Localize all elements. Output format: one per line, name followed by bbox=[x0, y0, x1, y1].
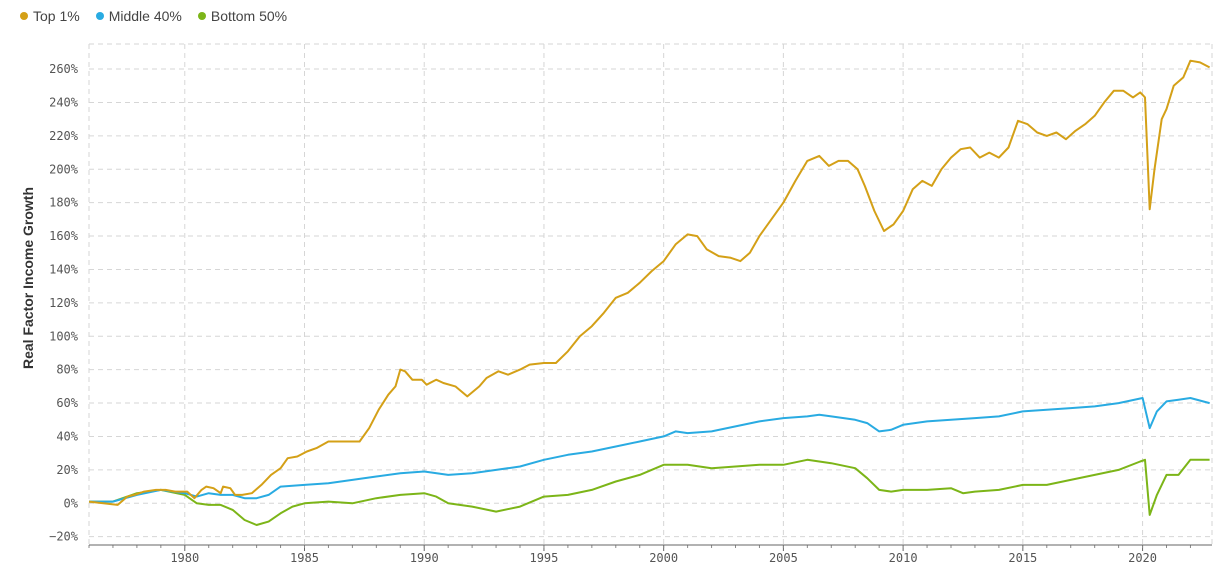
legend-item[interactable]: Top 1% bbox=[20, 8, 80, 24]
y-tick-label: 100% bbox=[49, 329, 79, 343]
legend-dot-icon bbox=[197, 12, 206, 20]
y-tick-label: 160% bbox=[49, 229, 79, 243]
x-tick-label: 2005 bbox=[769, 551, 798, 565]
y-tick-label: 180% bbox=[49, 196, 79, 210]
y-tick-label: 200% bbox=[49, 162, 79, 176]
y-tick-label: 0% bbox=[64, 496, 79, 510]
x-tick-label: 2015 bbox=[1008, 551, 1037, 565]
y-tick-label: 40% bbox=[56, 429, 78, 443]
y-tick-label: 80% bbox=[56, 363, 78, 377]
y-tick-label: 120% bbox=[49, 296, 79, 310]
x-tick-label: 2010 bbox=[889, 551, 918, 565]
x-tick-label: 2000 bbox=[649, 551, 678, 565]
chart-legend: Top 1% Middle 40% Bottom 50% bbox=[20, 6, 287, 26]
series-line-top-1 bbox=[88, 59, 1211, 506]
legend-label: Middle 40% bbox=[108, 8, 182, 24]
axes: 260% 240% 220% 200% 180% 160% 140% 120% 100% 80% 6… bbox=[49, 62, 1212, 565]
y-tick-label: 60% bbox=[56, 396, 78, 410]
series-line-middle-40 bbox=[89, 397, 1210, 503]
y-tick-label: 260% bbox=[49, 62, 79, 76]
legend-item[interactable]: Bottom 50% bbox=[197, 8, 288, 24]
y-tick-label: −20% bbox=[49, 530, 79, 544]
y-tick-label: 20% bbox=[56, 463, 78, 477]
y-tick-label: 240% bbox=[49, 95, 79, 109]
legend-dot-icon bbox=[95, 12, 104, 20]
y-tick-label: 220% bbox=[49, 129, 79, 143]
legend-label: Top 1% bbox=[33, 8, 80, 24]
y-axis-label: Real Factor Income Growth bbox=[20, 187, 36, 369]
x-tick-label: 1980 bbox=[170, 551, 199, 565]
y-tick-label: 140% bbox=[49, 262, 79, 276]
series-line-bottom-50 bbox=[89, 458, 1210, 526]
x-tick-label: 2020 bbox=[1128, 551, 1157, 565]
legend-item[interactable]: Middle 40% bbox=[95, 8, 182, 24]
series-lines bbox=[88, 59, 1211, 526]
legend-label: Bottom 50% bbox=[210, 8, 288, 24]
x-tick-label: 1990 bbox=[410, 551, 439, 565]
x-tick-label: 1985 bbox=[290, 551, 319, 565]
x-tick-label: 1995 bbox=[529, 551, 558, 565]
legend-dot-icon bbox=[20, 12, 28, 20]
